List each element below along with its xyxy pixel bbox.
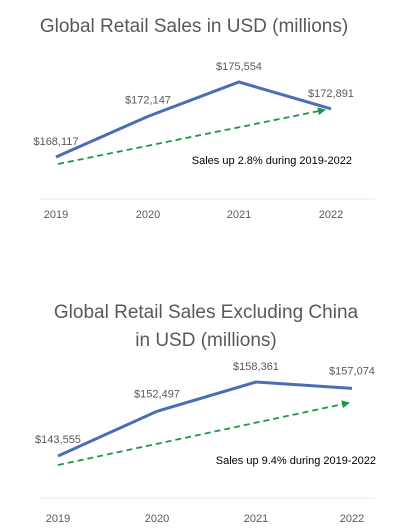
data-label: $175,554 xyxy=(216,61,262,73)
series-line xyxy=(57,380,353,458)
chart-global-retail-sales: Global Retail Sales in USD (millions) $1… xyxy=(33,16,375,221)
data-label: $143,555 xyxy=(35,434,81,446)
x-tick-label: 2020 xyxy=(136,209,160,221)
x-tick-label: 2021 xyxy=(227,209,251,221)
x-tick-label: 2020 xyxy=(145,513,169,525)
x-tick-label: 2019 xyxy=(46,513,70,525)
chart-title-line1: Global Retail Sales Excluding China xyxy=(54,302,359,323)
data-label: $172,891 xyxy=(308,88,354,100)
trend-arrow xyxy=(57,107,326,165)
data-label: $157,074 xyxy=(329,365,375,377)
x-tick-label: 2022 xyxy=(340,513,364,525)
annotation: Sales up 2.8% during 2019-2022 xyxy=(192,155,352,167)
data-label: $152,497 xyxy=(134,388,180,400)
chart-title: Global Retail Sales in USD (millions) xyxy=(40,16,348,37)
data-label: $158,361 xyxy=(233,361,279,373)
annotation: Sales up 9.4% during 2019-2022 xyxy=(216,455,376,467)
chart-global-retail-sales-ex-china: Global Retail Sales Excluding China in U… xyxy=(35,302,376,525)
x-tick-label: 2021 xyxy=(244,513,268,525)
x-tick-label: 2019 xyxy=(44,209,68,221)
series-line xyxy=(55,80,332,159)
x-tick-label: 2022 xyxy=(319,209,343,221)
data-label: $168,117 xyxy=(33,136,78,148)
chart-title-line2: in USD (millions) xyxy=(135,330,276,351)
data-label: $172,147 xyxy=(125,94,171,106)
